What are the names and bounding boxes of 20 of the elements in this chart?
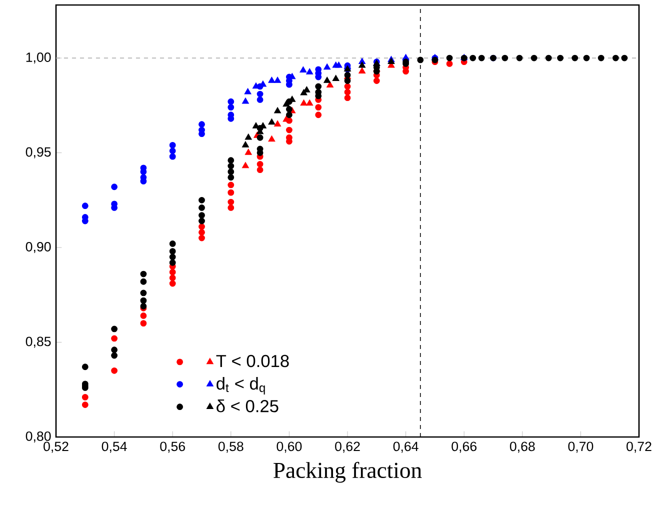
y-tick-label: 0,80 bbox=[26, 431, 51, 442]
x-tick-label: 0,52 bbox=[44, 442, 68, 453]
y-tick-label: 0,90 bbox=[26, 242, 51, 254]
x-tick-label: 0,54 bbox=[102, 442, 127, 453]
x-tick-label: 0,70 bbox=[568, 442, 594, 453]
y-tick-label: 0,95 bbox=[26, 147, 51, 158]
x-axis-title: Packing fraction bbox=[274, 462, 422, 483]
y-tick-label: 1,00 bbox=[26, 52, 51, 64]
y-tick-label: 0,85 bbox=[26, 336, 51, 348]
x-tick-label: 0,60 bbox=[276, 442, 302, 453]
x-tick-label: 0,72 bbox=[626, 442, 652, 453]
x-tick-label: 0,68 bbox=[510, 442, 535, 453]
x-tick-label: 0,58 bbox=[218, 442, 244, 453]
legend-label: T < 0.018 bbox=[216, 354, 289, 368]
x-tick-label: 0,66 bbox=[452, 442, 476, 453]
x-tick-label: 0,56 bbox=[160, 442, 185, 453]
legend-label: δ < 0.25 bbox=[216, 400, 278, 412]
x-tick-label: 0,64 bbox=[393, 442, 418, 453]
x-tick-label: 0,62 bbox=[335, 442, 360, 453]
legend-label: d$_{t}$ < d$_{q}$ bbox=[216, 376, 265, 394]
